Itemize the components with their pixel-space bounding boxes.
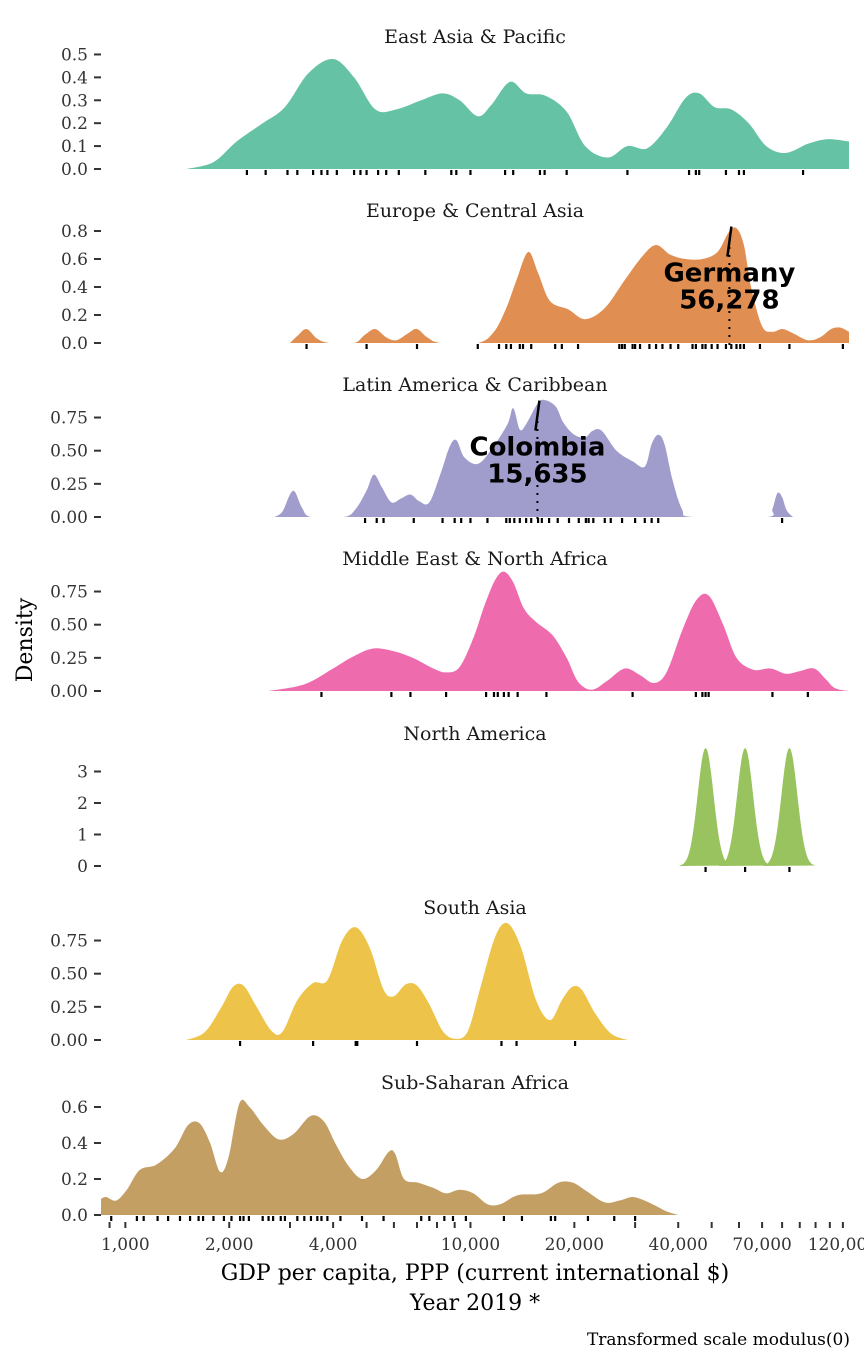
facet-panel: North America 0 1 2 3 [77, 723, 816, 877]
y-tick-label: 0.75 [50, 583, 88, 603]
annotation-pointer [534, 400, 541, 431]
facet-title: Latin America & Caribbean [342, 374, 607, 396]
y-tick-label: 0.4 [61, 278, 88, 298]
density-area [101, 1099, 679, 1215]
facet-title: South Asia [423, 897, 526, 919]
annotation-country: Colombia [469, 433, 605, 463]
y-tick-label: 3 [77, 763, 88, 783]
y-tick-label: 0.50 [50, 442, 88, 462]
x-tick-label: 2,000 [205, 1235, 254, 1255]
facet-title: Sub-Saharan Africa [381, 1072, 569, 1094]
x-tick-label: 1,000 [101, 1235, 150, 1255]
y-tick-label: 0.2 [61, 114, 88, 134]
facet-panels: East Asia & Pacific 0.0 0.1 0.2 0.3 0.4 0.5 Eur… [50, 26, 850, 1226]
facet-title: Europe & Central Asia [366, 200, 584, 222]
density-area [186, 58, 850, 169]
y-axis-title: Density [13, 597, 38, 682]
y-tick-label: 1 [77, 826, 88, 846]
x-tick-label: 10,000 [441, 1235, 500, 1255]
y-tick-label: 0.2 [61, 306, 88, 326]
facet-title: Middle East & North Africa [342, 548, 607, 570]
facet-panel: East Asia & Pacific 0.0 0.1 0.2 0.3 0.4 0.5 [61, 26, 850, 180]
facet-panel: Middle East & North Africa 0.00 0.25 0.50 0.… [50, 548, 850, 702]
facet-panel: Europe & Central Asia 0.0 0.2 0.4 0.6 0.8 Germ… [61, 200, 849, 354]
x-tick-label: 20,000 [545, 1235, 604, 1255]
y-tick-label: 0.3 [61, 91, 88, 111]
facet-title: East Asia & Pacific [384, 26, 566, 48]
y-tick-label: 0.00 [50, 682, 88, 702]
x-tick-label: 70,000 [732, 1235, 791, 1255]
caption: Transformed scale modulus(0) [587, 1330, 850, 1350]
y-tick-label: 0.0 [61, 334, 88, 354]
density-area [186, 922, 628, 1040]
y-tick-label: 0.75 [50, 409, 88, 429]
annotation-value: 15,635 [487, 460, 587, 490]
x-tick-label: 40,000 [648, 1235, 707, 1255]
y-tick-label: 0.8 [61, 222, 88, 242]
facet-panel: South Asia 0.00 0.25 0.50 0.75 [50, 897, 628, 1051]
x-axis-title: GDP per capita, PPP (current internation… [221, 1261, 730, 1286]
y-tick-label: 0.00 [50, 508, 88, 528]
y-tick-label: 0.25 [50, 998, 88, 1018]
y-tick-label: 0.00 [50, 1031, 88, 1051]
facet-title: North America [403, 723, 546, 745]
y-tick-label: 0.0 [61, 160, 88, 180]
y-tick-label: 0.25 [50, 649, 88, 669]
annotation-value: 56,278 [679, 286, 779, 316]
density-area [274, 399, 793, 517]
y-tick-label: 0.75 [50, 932, 88, 952]
x-tick-label: 4,000 [309, 1235, 358, 1255]
x-axis: 1,000 2,000 4,000 10,000 20,000 40,000 70,000 1… [101, 1222, 864, 1255]
y-tick-label: 0.6 [61, 250, 88, 270]
y-tick-label: 0.0 [61, 1206, 88, 1226]
y-tick-label: 0.5 [61, 45, 88, 65]
facet-panel: Sub-Saharan Africa 0.0 0.2 0.4 0.6 [61, 1072, 679, 1226]
y-tick-label: 0.25 [50, 475, 88, 495]
x-tick-label: 120,000 [808, 1235, 864, 1255]
y-tick-label: 0.4 [61, 1134, 88, 1154]
annotation-pointer [726, 226, 733, 257]
y-tick-label: 0.6 [61, 1098, 88, 1118]
density-area [679, 747, 816, 866]
y-tick-label: 0.1 [61, 137, 88, 157]
y-tick-label: 0.50 [50, 616, 88, 636]
density-area [268, 571, 850, 691]
y-tick-label: 0.2 [61, 1170, 88, 1190]
annotation-country: Germany [663, 259, 795, 289]
x-axis-subtitle: Year 2019 * [409, 1291, 540, 1316]
facet-panel: Latin America & Caribbean 0.00 0.25 0.50 0.7… [50, 374, 793, 528]
y-tick-label: 0.4 [61, 68, 88, 88]
y-tick-label: 0.50 [50, 965, 88, 985]
y-tick-label: 2 [77, 794, 88, 814]
density-area [290, 227, 849, 343]
y-tick-label: 0 [77, 857, 88, 877]
